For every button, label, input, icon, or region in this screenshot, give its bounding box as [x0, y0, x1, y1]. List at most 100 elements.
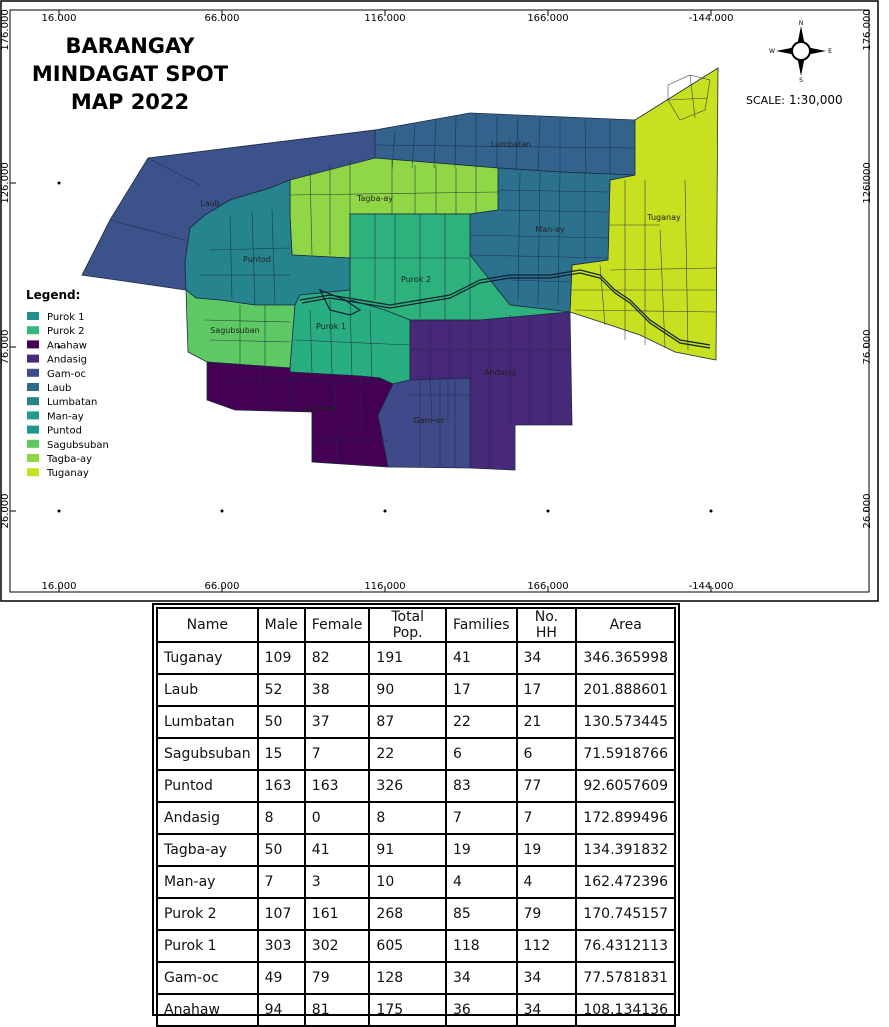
table-row: Laub 52 38 90 17 17 201.888601 — [156, 673, 676, 707]
table-cell: 4 — [515, 865, 578, 899]
census-table-frame: Name Male Female Total Pop. Families No.… — [152, 603, 680, 1027]
table-cell: 7 — [303, 737, 371, 771]
table-row: Anahaw 94 81 175 36 34 108.134136 — [156, 993, 676, 1027]
table-cell: 7 — [256, 865, 306, 899]
table-cell: 303 — [256, 929, 306, 963]
table-cell: 82 — [303, 641, 371, 675]
legend-swatch — [27, 383, 39, 391]
label-lumbatan: Lumbatan — [491, 140, 531, 149]
label-gam-oc: Gam-oc — [413, 416, 444, 425]
map-title-line-3: MAP 2022 — [71, 90, 189, 114]
label-sagubsuban: Sagubsuban — [210, 326, 260, 335]
grid-top-label-1: 16.000 — [42, 13, 77, 24]
table-cell: 71.5918766 — [575, 737, 676, 771]
table-cell: Purok 2 — [156, 897, 259, 931]
legend-label: Puntod — [47, 426, 82, 437]
table-cell: 49 — [256, 961, 306, 995]
table-cell: 172.899496 — [575, 801, 676, 835]
legend-label: Sagubsuban — [47, 440, 109, 451]
table-cell: Puntod — [156, 769, 259, 803]
table-cell: 7 — [444, 801, 518, 835]
legend-label: Tagba-ay — [46, 454, 92, 465]
legend-label: Tuganay — [46, 468, 89, 479]
table-cell: 170.745157 — [575, 897, 676, 931]
grid-bottom-label-5: -144.000 — [689, 581, 734, 592]
legend-label: Purok 1 — [47, 312, 85, 323]
table-cell: 109 — [256, 641, 306, 675]
table-cell: 22 — [444, 705, 518, 739]
table-cell: 34 — [515, 961, 578, 995]
table-cell: Lumbatan — [156, 705, 259, 739]
table-cell: 134.391832 — [575, 833, 676, 867]
table-cell: 4 — [444, 865, 518, 899]
table-cell: 163 — [303, 769, 371, 803]
header-male: Male — [256, 607, 306, 643]
table-cell: Tagba-ay — [156, 833, 259, 867]
grid-left-label-4: 26.000 — [0, 494, 11, 529]
table-row: Tagba-ay 50 41 91 19 19 134.391832 — [156, 833, 676, 867]
grid-right-label-2: 126.000 — [862, 162, 873, 203]
legend-swatch — [27, 326, 39, 335]
table-cell: 52 — [256, 673, 306, 707]
table-cell: 326 — [368, 769, 447, 803]
table-cell: 107 — [256, 897, 306, 931]
table-cell: 128 — [368, 961, 447, 995]
grid-ticks — [10, 10, 869, 592]
table-cell: 268 — [368, 897, 447, 931]
table-cell: 83 — [444, 769, 518, 803]
table-cell: 34 — [515, 993, 578, 1027]
table-cell: 94 — [256, 993, 306, 1027]
table-cell: 17 — [515, 673, 578, 707]
table-cell: 191 — [368, 641, 447, 675]
legend-swatch — [27, 340, 39, 349]
grid-right-label-3: 76.000 — [862, 330, 873, 365]
legend-swatch — [27, 425, 39, 434]
header-name: Name — [156, 607, 259, 643]
legend-label: Man-ay — [47, 411, 84, 422]
table-cell: Andasig — [156, 801, 259, 835]
grid-top-label-2: 66.000 — [205, 13, 240, 24]
scale-value: 1:30,000 — [789, 93, 843, 107]
table-cell: 175 — [368, 993, 447, 1027]
table-cell: 8 — [256, 801, 306, 835]
header-families: Families — [444, 607, 518, 643]
grid-left-label-2: 126.000 — [0, 162, 11, 203]
table-cell: 7 — [515, 801, 578, 835]
legend-swatch — [27, 368, 39, 377]
grid-left-label-3: 76.000 — [0, 330, 11, 365]
label-anahaw: Anahaw — [304, 404, 336, 413]
legend-title: Legend: — [26, 288, 80, 302]
table-cell: 162.472396 — [575, 865, 676, 899]
table-cell: 77.5781831 — [575, 961, 676, 995]
table-cell: 91 — [368, 833, 447, 867]
table-cell: Man-ay — [156, 865, 259, 899]
table-cell: 81 — [303, 993, 371, 1027]
table-cell: 19 — [515, 833, 578, 867]
table-header-row: Name Male Female Total Pop. Families No.… — [156, 607, 676, 643]
table-cell: 34 — [515, 641, 578, 675]
grid-left-label-1: 176.000 — [0, 9, 11, 50]
map-title-line-1: BARANGAY — [66, 34, 196, 58]
table-cell: 6 — [444, 737, 518, 771]
table-row: Tuganay 109 82 191 41 34 346.365998 — [156, 641, 676, 675]
table-cell: 87 — [368, 705, 447, 739]
table-cell: 112 — [515, 929, 578, 963]
label-tagba-ay: Tagba-ay — [356, 194, 393, 203]
header-no-hh: No. HH — [515, 607, 578, 643]
table-cell: 90 — [368, 673, 447, 707]
table-cell: 34 — [444, 961, 518, 995]
area-gam-oc — [377, 377, 471, 469]
table-row: Lumbatan 50 37 87 22 21 130.573445 — [156, 705, 676, 739]
grid-top-label-3: 116.000 — [364, 13, 405, 24]
grid-top-label-5: -144.000 — [689, 13, 734, 24]
scale-label: SCALE: — [746, 94, 785, 107]
compass-e: E — [828, 48, 832, 55]
table-row: Puntod 163 163 326 83 77 92.6057609 — [156, 769, 676, 803]
legend-swatch — [27, 411, 39, 420]
header-total-pop: Total Pop. — [368, 607, 447, 643]
table-cell: 201.888601 — [575, 673, 676, 707]
compass-n: N — [799, 20, 804, 27]
table-cell: 79 — [303, 961, 371, 995]
table-cell: Purok 1 — [156, 929, 259, 963]
label-puntod: Puntod — [243, 255, 271, 264]
